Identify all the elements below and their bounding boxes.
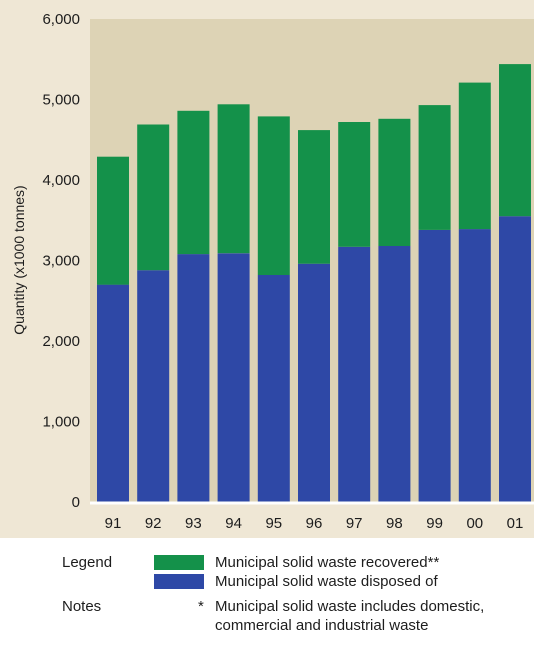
y-tick-labels: 0 1,000 2,000 3,000 4,000 5,000 6,000: [42, 11, 80, 511]
bar-96-recovered: [298, 130, 330, 264]
bar-01-recovered: [499, 64, 531, 217]
bar-97-recovered: [338, 122, 371, 247]
bar-94-disposed: [217, 253, 250, 502]
bar-93-disposed: [177, 254, 210, 502]
x-tick-labels: 91 92 93 94 95 96 97 98 99 00 01: [105, 515, 524, 532]
bar-93-recovered: [177, 110, 210, 255]
bar-92-disposed: [137, 270, 170, 502]
x-tick-label: 96: [306, 515, 323, 532]
legend-heading: Legend: [62, 554, 113, 571]
y-axis-title: Quantity (x1000 tonnes): [11, 185, 27, 334]
legend-swatch-disposed: [154, 574, 204, 589]
bar-94-recovered: [217, 104, 250, 254]
bar-95-recovered: [257, 116, 290, 276]
x-tick-label: 94: [225, 515, 242, 532]
bar-01-disposed: [499, 216, 531, 502]
notes-bullet: *: [198, 598, 204, 615]
legend-swatch-recovered: [154, 555, 204, 570]
bar-00-disposed: [458, 229, 491, 502]
stacked-bar-chart: 0 1,000 2,000 3,000 4,000 5,000 6,000 91 92 93 94…: [11, 11, 534, 532]
bar-99-disposed: [418, 229, 451, 502]
legend-notes-panel: Legend Municipal solid waste recovered**…: [0, 538, 534, 649]
bar-95-disposed: [257, 275, 290, 502]
x-tick-label: 98: [386, 515, 403, 532]
bar-91-recovered: [97, 156, 129, 285]
x-tick-label: 01: [507, 515, 524, 532]
bar-98-recovered: [378, 118, 411, 246]
y-tick-label: 3,000: [42, 253, 80, 270]
bar-96-disposed: [298, 263, 330, 502]
bars-group: [97, 64, 531, 502]
notes-line-1: Municipal solid waste includes domestic,: [215, 598, 485, 615]
x-tick-label: 95: [265, 515, 282, 532]
legend-label-disposed: Municipal solid waste disposed of: [215, 573, 438, 590]
notes-heading: Notes: [62, 598, 102, 615]
x-tick-label: 92: [145, 515, 162, 532]
bar-00-recovered: [458, 82, 491, 230]
bar-97-disposed: [338, 246, 371, 502]
y-tick-label: 4,000: [42, 172, 80, 189]
y-tick-label: 5,000: [42, 92, 80, 109]
x-tick-label: 97: [346, 515, 363, 532]
legend-label-recovered: Municipal solid waste recovered**: [215, 554, 440, 571]
bar-98-disposed: [378, 246, 411, 502]
y-tick-label: 6,000: [42, 11, 80, 28]
notes-line-2: commercial and industrial waste: [215, 617, 429, 634]
x-tick-label: 91: [105, 515, 122, 532]
bar-91-disposed: [97, 284, 129, 502]
bar-92-recovered: [137, 124, 170, 271]
x-tick-label: 00: [466, 515, 483, 532]
x-tick-label: 99: [426, 515, 443, 532]
bar-99-recovered: [418, 105, 451, 230]
y-tick-label: 1,000: [42, 414, 80, 431]
y-tick-label: 2,000: [42, 333, 80, 350]
y-tick-label: 0: [72, 494, 80, 511]
x-tick-label: 93: [185, 515, 202, 532]
